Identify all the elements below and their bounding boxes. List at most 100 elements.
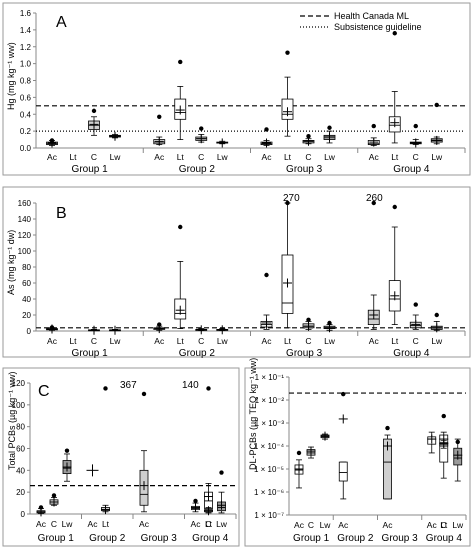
- panel-b-frame: [2, 186, 471, 358]
- y-tick-label: 100: [18, 247, 32, 256]
- box-c-group-1: [88, 108, 100, 136]
- category-label: Lw: [320, 520, 332, 530]
- y-tick-label: 1 × 10⁻³: [255, 419, 285, 428]
- panel-b: B As (mg kg⁻¹ dw) 0 20 40 60 80 100 120 140 160 G…: [2, 186, 471, 359]
- group-label: Group 2: [179, 164, 216, 175]
- box-ac-group-2: [153, 114, 166, 146]
- annotation-label: 260: [366, 193, 383, 204]
- panel-c: C Total PCBs (µg kg⁻¹ ww) 0 20 40 60 80 100 12…: [2, 367, 240, 547]
- y-tick-label: 0.4: [20, 110, 32, 119]
- y-tick-label: 0: [21, 510, 26, 519]
- outlier-point: [341, 391, 346, 397]
- y-tick-label: 20: [22, 311, 31, 320]
- outlier-point: [64, 448, 70, 453]
- panel-a: A Health Canada ML Subsistence guideline…: [2, 2, 471, 176]
- outlier-point: [157, 114, 162, 119]
- category-label: C: [308, 520, 314, 530]
- annotation-label: 367: [120, 380, 137, 391]
- category-label: Ac: [47, 336, 58, 346]
- y-tick-label: 1.4: [20, 26, 32, 35]
- outlier-point: [206, 386, 211, 391]
- category-label: C: [305, 336, 311, 346]
- panel-b-plot: 0 20 40 60 80 100 120 140 160 Group 1 Group 2 Group…: [18, 193, 466, 359]
- category-label: C: [91, 336, 97, 346]
- outlier-point: [178, 224, 183, 230]
- outlier-point: [371, 200, 376, 206]
- y-tick-label: 0.0: [20, 144, 32, 153]
- y-tick-label: 1 × 10⁻²: [255, 396, 285, 405]
- panel-a-plot: 0.0 0.2 0.4 0.6 0.8 1.0 1.2 1.4 1.6 Group 1 Group …: [20, 9, 466, 175]
- box-ac-group-4: [367, 123, 380, 147]
- box-lw-group-4: [430, 312, 443, 333]
- outlier-point: [434, 312, 439, 318]
- box-ac-group-1: [294, 450, 304, 489]
- box-ac-group-1: [36, 505, 46, 517]
- outlier-point: [141, 391, 147, 397]
- outlier-point: [327, 125, 332, 130]
- box-lt-group-3: [281, 50, 294, 137]
- box-ac-group-2: [86, 464, 99, 477]
- y-tick-label: 40: [16, 466, 25, 475]
- category-label: Lt: [177, 152, 185, 162]
- annotation-label: 270: [283, 193, 300, 204]
- group-label: Group 2: [179, 348, 216, 359]
- category-label: Ac: [338, 520, 349, 530]
- box-c-group-4: [439, 438, 449, 449]
- outlier-point: [434, 102, 439, 108]
- box-lw-group-3: [323, 125, 336, 144]
- y-tick-label: 20: [16, 488, 25, 497]
- group-label: Group 3: [382, 533, 419, 544]
- group-label: Group 4: [192, 533, 229, 544]
- group-label: Group 2: [89, 533, 126, 544]
- y-tick-label: 0.2: [20, 127, 32, 136]
- category-label: Lw: [62, 519, 74, 529]
- category-label: Lt: [391, 152, 399, 162]
- y-tick-label: 1.6: [20, 9, 32, 18]
- y-tick-label: 0: [27, 327, 32, 336]
- box-c-group-1: [306, 446, 316, 459]
- y-tick-label: 1.0: [20, 60, 32, 69]
- y-tick-label: 140: [18, 215, 32, 224]
- box-lt-group-2: [101, 386, 110, 515]
- outlier-point: [264, 272, 269, 278]
- category-label: Lt: [440, 520, 448, 530]
- category-label: Ac: [383, 520, 394, 530]
- outlier-point: [178, 59, 183, 65]
- outlier-point: [193, 498, 198, 504]
- category-label: C: [198, 336, 204, 346]
- group-label: Group 1: [38, 533, 75, 544]
- outlier-point: [91, 108, 97, 114]
- panel-a-label: A: [56, 14, 67, 31]
- category-label: Ac: [262, 152, 273, 162]
- panel-a-legend: Health Canada ML Subsistence guideline: [300, 11, 422, 32]
- panel-c-ylabel: Total PCBs (µg kg⁻¹ ww): [7, 372, 17, 470]
- group-label: Group 3: [141, 533, 178, 544]
- y-tick-label: 1 × 10⁻⁵: [254, 465, 284, 474]
- y-tick-label: 0.6: [20, 93, 32, 102]
- outlier-point: [306, 317, 311, 322]
- category-label: Lw: [324, 152, 336, 162]
- y-tick-label: 120: [18, 231, 32, 240]
- annotation-label: 140: [182, 380, 199, 391]
- category-label: Lw: [110, 336, 122, 346]
- y-tick-label: 80: [16, 423, 25, 432]
- category-label: Lt: [69, 152, 77, 162]
- outlier-point: [371, 123, 376, 129]
- box-lw-group-1: [62, 448, 72, 482]
- category-label: Ac: [139, 519, 150, 529]
- outlier-point: [103, 386, 108, 391]
- outlier-point: [157, 322, 162, 327]
- group-label: Group 4: [426, 533, 463, 544]
- category-label: Lt: [205, 519, 213, 529]
- box-lt-group-3: [281, 200, 294, 329]
- panel-d-frame: [244, 367, 471, 547]
- category-label: C: [305, 152, 311, 162]
- box-c-group-2: [195, 325, 208, 335]
- y-tick-label: 100: [12, 401, 26, 410]
- box-c-group-3: [302, 317, 315, 331]
- category-label: C: [198, 152, 204, 162]
- panel-c-label: C: [38, 383, 50, 400]
- y-tick-label: 1 × 10⁻⁶: [254, 488, 284, 497]
- category-label: Ac: [369, 152, 380, 162]
- box-ac-group-3: [260, 272, 273, 330]
